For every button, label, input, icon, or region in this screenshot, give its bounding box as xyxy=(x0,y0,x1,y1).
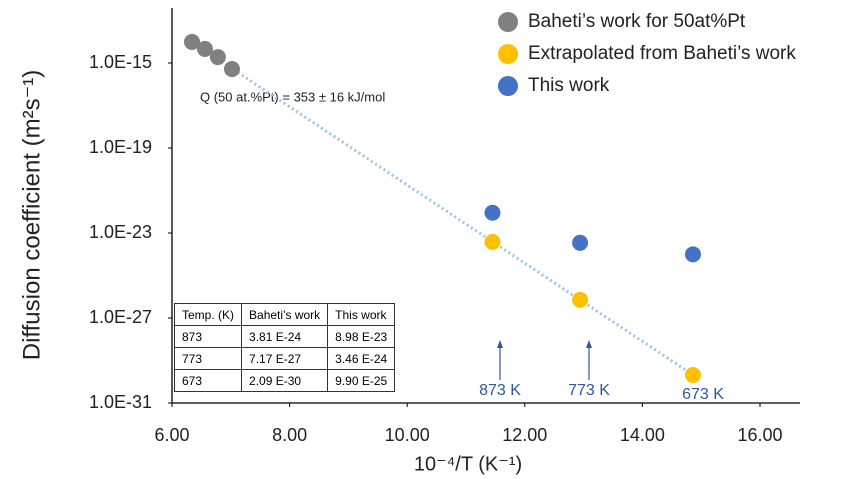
y-tick-label: 1.0E-27 xyxy=(89,307,152,327)
arrow-head xyxy=(586,340,592,348)
x-axis-label: 10⁻⁴/T (K⁻¹) xyxy=(414,453,522,475)
table-cell: This work xyxy=(327,303,396,326)
table-cell: 2.09 E-30 xyxy=(241,369,329,392)
point xyxy=(572,234,589,251)
point xyxy=(684,366,701,383)
table-cell: 673 xyxy=(173,369,243,392)
table-cell: 3.81 E-24 xyxy=(241,325,329,348)
table-cell: 8.98 E-23 xyxy=(327,325,396,348)
table-cell: Temp. (K) xyxy=(173,303,243,326)
point xyxy=(209,49,226,66)
y-tick-label: 1.0E-31 xyxy=(89,392,152,412)
y-tick-label: 1.0E-15 xyxy=(89,52,152,72)
point xyxy=(183,33,200,50)
point xyxy=(684,246,701,263)
annotation: Q (50 at.%Pt) = 353 ± 16 kJ/mol xyxy=(200,89,385,104)
legend-label: Extrapolated from Baheti’s work xyxy=(528,43,796,64)
x-tick-label: 14.00 xyxy=(620,425,665,445)
annotation: 873 K xyxy=(479,382,521,399)
point xyxy=(223,61,240,78)
data-table: Temp. (K) Baheti’s work This work 873 3.81 E… xyxy=(173,303,396,392)
table-cell: 3.46 E-24 xyxy=(327,347,396,370)
legend-label: Baheti’s work for 50at%Pt xyxy=(528,11,746,32)
point xyxy=(484,204,501,221)
table-row: 773 7.17 E-27 3.46 E-24 xyxy=(173,347,396,370)
legend-marker xyxy=(498,76,518,96)
table-row: 673 2.09 E-30 9.90 E-25 xyxy=(173,369,396,392)
point xyxy=(484,233,501,250)
table-cell: 873 xyxy=(173,325,243,348)
y-axis-label: Diffusion coefficient (m²s⁻¹) xyxy=(18,70,45,361)
table-cell: 9.90 E-25 xyxy=(327,369,396,392)
table-row: 873 3.81 E-24 8.98 E-23 xyxy=(173,325,396,348)
x-tick-label: 10.00 xyxy=(385,425,430,445)
trend-line xyxy=(191,40,694,377)
legend-marker xyxy=(498,44,518,64)
table-cell: Baheti’s work xyxy=(241,303,329,326)
table-cell: 7.17 E-27 xyxy=(241,347,329,370)
annotation: 773 K xyxy=(568,382,610,399)
table-cell: 773 xyxy=(173,347,243,370)
legend-marker xyxy=(498,12,518,32)
legend-label: This work xyxy=(528,75,610,96)
y-tick-label: 1.0E-23 xyxy=(89,222,152,242)
x-tick-label: 12.00 xyxy=(502,425,547,445)
point xyxy=(572,291,589,308)
x-tick-label: 6.00 xyxy=(154,425,189,445)
arrow-head xyxy=(497,340,503,348)
x-tick-label: 8.00 xyxy=(272,425,307,445)
annotation: 673 K xyxy=(682,386,724,403)
y-tick-label: 1.0E-19 xyxy=(89,137,152,157)
x-tick-label: 16.00 xyxy=(737,425,782,445)
table-row: Temp. (K) Baheti’s work This work xyxy=(173,303,396,326)
point xyxy=(196,40,213,57)
